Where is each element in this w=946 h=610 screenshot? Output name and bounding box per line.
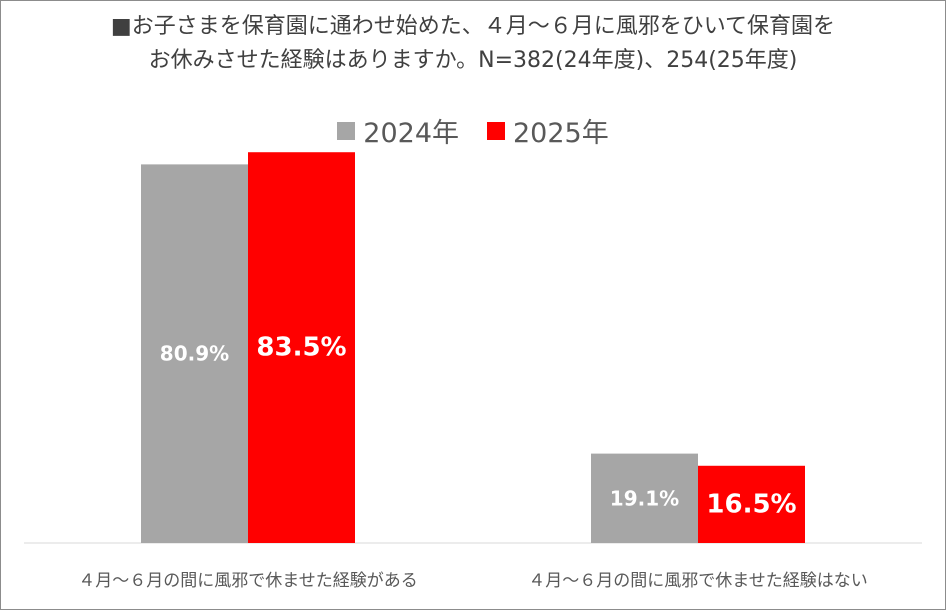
bar-2025-cat1 — [698, 465, 805, 543]
chart-title: ■お子さまを保育園に通わせ始めた、４月～６月に風邪をひいて保育園を お休みさせた… — [0, 10, 946, 78]
chart-title-line-1: ■お子さまを保育園に通わせ始めた、４月～６月に風邪をひいて保育園を — [110, 14, 836, 39]
legend-label-2025: 2025年 — [513, 118, 609, 149]
data-label-2024-cat1: 19.1% — [610, 486, 679, 510]
data-label-2025-cat0: 83.5% — [256, 333, 346, 363]
chart-title-line-2: お休みさせた経験はありますか。N=382(24年度)、254(25年度) — [148, 48, 798, 73]
chart-legend: 2024年 2025年 — [0, 111, 946, 150]
data-label-2024-cat0: 80.9% — [160, 342, 229, 366]
legend-item-2025: 2025年 — [487, 111, 609, 150]
legend-swatch-2025 — [487, 121, 505, 140]
bar-2024-cat1 — [591, 453, 698, 543]
legend-label-2024: 2024年 — [363, 118, 459, 149]
bar-2025-cat0 — [248, 152, 355, 543]
category-label-has-experience: ４月～６月の間に風邪で休ませた経験がある — [78, 571, 418, 591]
bar-2024-cat0 — [141, 164, 248, 543]
legend-swatch-2024 — [337, 121, 356, 140]
legend-item-2024: 2024年 — [337, 111, 459, 150]
data-label-2025-cat1: 16.5% — [706, 489, 796, 519]
category-label-no-experience: ４月～６月の間に風邪で休ませた経験はない — [528, 571, 868, 591]
